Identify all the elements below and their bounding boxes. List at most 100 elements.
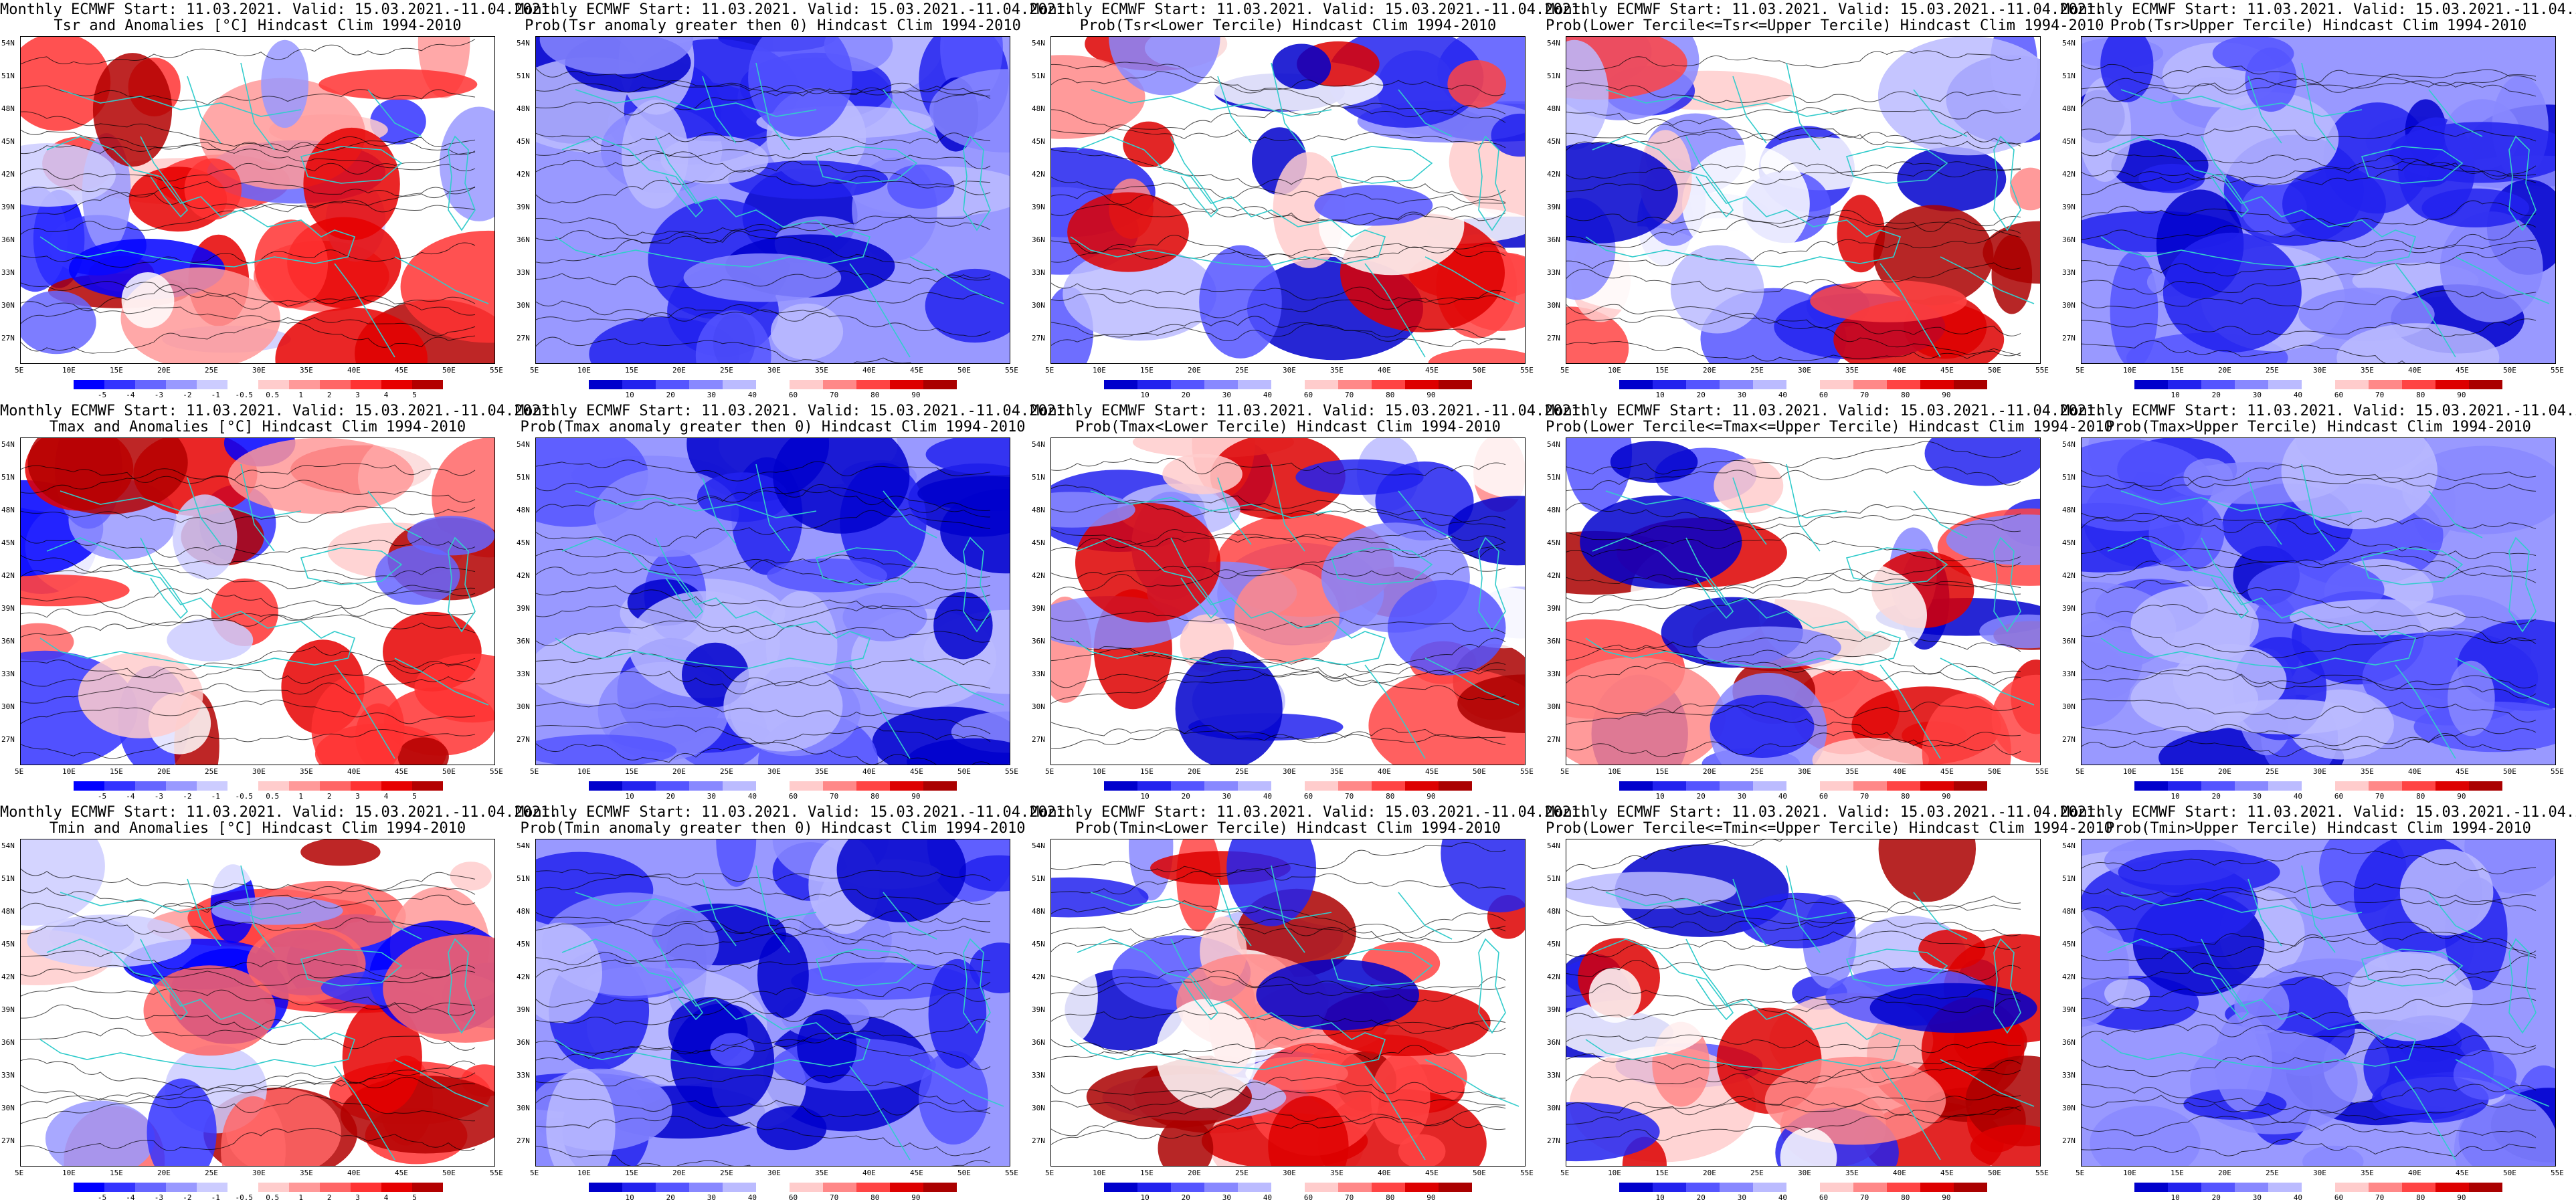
- longitude-label: 50E: [2503, 767, 2516, 776]
- colorbar-tick-label: -5: [97, 792, 107, 801]
- colorbar-segment: [74, 1183, 104, 1192]
- colorbar-tick-label: 40: [1263, 1193, 1273, 1202]
- colorbar-segment: [2235, 380, 2268, 389]
- longitude-label: 20E: [2218, 767, 2231, 776]
- colorbar-tick-label: 70: [1345, 1193, 1354, 1202]
- longitude-label: 35E: [2361, 767, 2374, 776]
- colorbar-tick-label: 20: [666, 391, 675, 399]
- forecast-map: [2081, 36, 2556, 364]
- latitude-label: 36N: [1032, 235, 1045, 244]
- colorbar-tick-label: 30: [1222, 1193, 1231, 1202]
- latitude-label: 39N: [517, 1005, 530, 1014]
- latitude-label: 36N: [1547, 1038, 1560, 1047]
- longitude-label: 25E: [720, 366, 733, 375]
- colorbar-tick-label: 60: [788, 792, 798, 801]
- colorbar-segment: [320, 781, 351, 791]
- latitude-label: 30N: [2062, 702, 2076, 711]
- longitude-label: 5E: [2076, 1169, 2085, 1177]
- colorbar-segment: [1887, 1183, 1920, 1192]
- longitude-label: 45E: [395, 366, 408, 375]
- colorbar-tick-label: -4: [126, 792, 135, 801]
- colorbar-segment: [2369, 781, 2402, 791]
- colorbar-segment: [622, 781, 656, 791]
- colorbar-tick-label: 40: [1263, 391, 1273, 399]
- latitude-label: 45N: [517, 137, 530, 146]
- latitude-label: 42N: [517, 170, 530, 179]
- colorbar-tick-label: 10: [1655, 391, 1665, 399]
- latitude-label: 39N: [1032, 203, 1045, 211]
- colorbar-tick-label: 30: [1737, 792, 1746, 801]
- longitude-label: 15E: [2171, 366, 2184, 375]
- colorbar-segment: [923, 380, 957, 389]
- colorbar-segment: [227, 1183, 258, 1192]
- colorbar-tick-label: -3: [154, 1193, 163, 1202]
- colorbar-tick-label: 60: [2334, 1193, 2344, 1202]
- longitude-label: 15E: [110, 366, 123, 375]
- latitude-label: 39N: [517, 203, 530, 211]
- colorbar-tick-label: 10: [1140, 792, 1149, 801]
- longitude-label: 30E: [2313, 366, 2326, 375]
- colorbar-tick-label: 80: [1901, 792, 1910, 801]
- latitude-label: 54N: [1547, 841, 1560, 850]
- longitude-label: 5E: [15, 767, 24, 776]
- longitude-label: 45E: [1425, 366, 1439, 375]
- forecast-map: [535, 36, 1010, 364]
- longitude-label: 40E: [1378, 767, 1391, 776]
- longitude-label: 35E: [815, 767, 828, 776]
- colorbar-segment: [1238, 781, 1271, 791]
- longitude-label: 50E: [957, 767, 971, 776]
- longitude-label: 20E: [157, 1169, 171, 1177]
- panel-title-line1: Monthly ECMWF Start: 11.03.2021. Valid: …: [0, 1, 559, 18]
- colorbar-segment: [1720, 781, 1753, 791]
- latitude-label: 30N: [1547, 301, 1560, 310]
- colorbar-segment: [104, 781, 135, 791]
- colorbar-segment: [1439, 380, 1472, 389]
- colorbar-segment: [790, 1183, 823, 1192]
- colorbar-tick-label: 0.5: [266, 1193, 280, 1202]
- colorbar-segment: [2335, 781, 2369, 791]
- colorbar-segment: [890, 380, 923, 389]
- colorbar-segment: [2435, 1183, 2469, 1192]
- colorbar-tick-label: 70: [1860, 391, 1869, 399]
- colorbar-tick-label: 10: [2171, 391, 2180, 399]
- colorbar-segment: [1820, 1183, 1853, 1192]
- latitude-label: 54N: [517, 841, 530, 850]
- latitude-label: 51N: [517, 874, 530, 883]
- panel-title-line1: Monthly ECMWF Start: 11.03.2021. Valid: …: [0, 403, 559, 419]
- colorbar-tick-label: 40: [747, 1193, 757, 1202]
- colorbar-segment: [1137, 380, 1171, 389]
- colorbar-segment: [2369, 1183, 2402, 1192]
- colorbar-tick-label: 30: [1222, 391, 1231, 399]
- colorbar-segment: [1853, 1183, 1887, 1192]
- colorbar-segment: [1920, 380, 1954, 389]
- colorbar-tick-label: 10: [2171, 1193, 2180, 1202]
- colorbar-tick-label: 60: [2334, 391, 2344, 399]
- latitude-label: 36N: [1032, 1038, 1045, 1047]
- longitude-label: 10E: [2123, 366, 2136, 375]
- colorbar-segment: [2201, 781, 2235, 791]
- colorbar-tick-label: 90: [1942, 391, 1951, 399]
- colorbar-segment: [197, 380, 227, 389]
- longitude-label: 10E: [1093, 366, 1106, 375]
- longitude-label: 55E: [490, 366, 503, 375]
- colorbar-tick-label: 70: [2375, 792, 2385, 801]
- colorbar: [74, 781, 443, 791]
- colorbar-tick-label: 60: [1819, 1193, 1829, 1202]
- longitude-label: 30E: [252, 366, 266, 375]
- latitude-label: 33N: [517, 268, 530, 277]
- longitude-label: 15E: [625, 767, 638, 776]
- colorbar: [1619, 1183, 1987, 1192]
- colorbar-segment: [1753, 781, 1786, 791]
- colorbar-segment: [1853, 380, 1887, 389]
- longitude-label: 20E: [1188, 366, 1201, 375]
- latitude-label: 42N: [517, 571, 530, 580]
- longitude-label: 20E: [1703, 1169, 1716, 1177]
- colorbar-tick-label: 90: [1942, 792, 1951, 801]
- longitude-label: 20E: [1703, 767, 1716, 776]
- longitude-label: 55E: [490, 1169, 503, 1177]
- colorbar-segment: [1686, 781, 1720, 791]
- colorbar-tick-label: 20: [2211, 391, 2221, 399]
- colorbar-segment: [656, 781, 689, 791]
- colorbar-segment: [258, 380, 289, 389]
- colorbar-tick-label: 60: [1303, 1193, 1313, 1202]
